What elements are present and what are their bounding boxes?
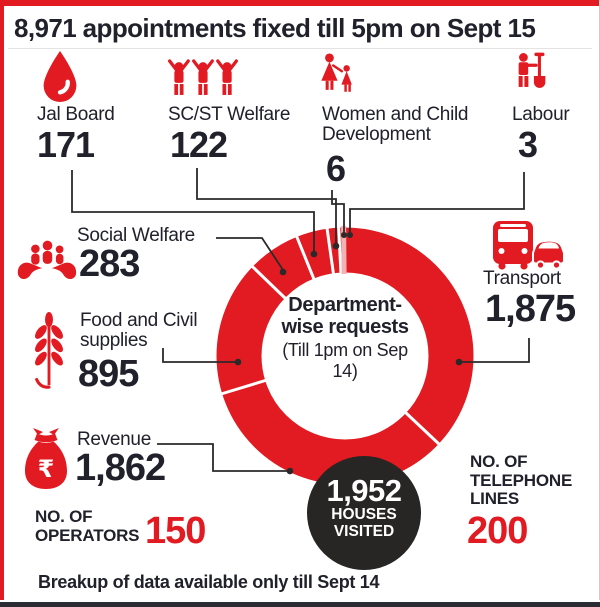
social-welfare-label: Social Welfare — [77, 225, 195, 246]
scst-welfare-value: 122 — [170, 124, 228, 165]
people-cheering-icon — [168, 58, 238, 98]
labour-label: Labour — [512, 104, 570, 125]
worker-shovel-icon — [512, 52, 552, 100]
hands-people-icon — [16, 240, 78, 283]
money-bag-icon: ₹ — [20, 426, 72, 494]
scst-connector — [196, 168, 337, 244]
food-civil-value: 895 — [78, 353, 139, 395]
food-civil-label: Food and Civil supplies — [80, 310, 198, 351]
donut-segment-dividers — [220, 226, 442, 447]
wcd-label: Women and Child Development — [322, 104, 469, 145]
water-drop-icon — [38, 50, 82, 102]
page-title: 8,971 appointments fixed till 5pm on Sep… — [14, 13, 536, 43]
top-border — [0, 0, 600, 6]
social-welfare-value: 283 — [79, 243, 140, 285]
jal-board-label: Jal Board — [37, 104, 115, 125]
operators-label: NO. OF OPERATORS — [35, 507, 140, 545]
donut-title: Department-wise requests — [281, 294, 409, 338]
social-welfare-connector — [216, 237, 284, 271]
left-border — [0, 0, 4, 600]
revenue-label: Revenue — [77, 429, 151, 450]
houses-visited-value: 1,952 — [326, 473, 402, 508]
labour-connector — [349, 172, 525, 233]
revenue-value: 1,862 — [75, 447, 166, 489]
transport-value: 1,875 — [485, 288, 576, 330]
telephone-lines-value: 200 — [467, 510, 528, 552]
jal-board-value: 171 — [37, 124, 95, 165]
wcd-value: 6 — [326, 148, 346, 189]
food-civil-connector — [162, 348, 236, 363]
jal-board-connector — [71, 170, 315, 252]
footnote: Breakup of data available only till Sept… — [38, 572, 380, 592]
woman-child-icon — [318, 52, 360, 100]
connector-dots — [234, 232, 463, 475]
wcd-connector — [331, 190, 345, 233]
revenue-connector — [157, 443, 288, 472]
title-divider — [8, 48, 592, 49]
labour-value: 3 — [518, 124, 538, 165]
transport-label: Transport — [483, 268, 561, 289]
houses-visited-badge: 1,952 HOUSES VISITED — [307, 456, 421, 570]
bottom-border — [0, 602, 600, 607]
rupee-icon: ₹ — [38, 455, 55, 483]
transport-connector — [461, 338, 530, 363]
connector-lines — [71, 168, 530, 472]
bus-car-icon — [492, 220, 564, 270]
scst-welfare-label: SC/ST Welfare — [168, 104, 291, 125]
donut-center-label: Department-wise requests (Till 1pm on Se… — [273, 294, 417, 382]
operators-value: 150 — [145, 510, 206, 552]
telephone-lines-label: NO. OF TELEPHONE LINES — [470, 452, 573, 508]
wheat-icon — [30, 310, 68, 392]
donut-note: (Till 1pm on Sep 14) — [282, 340, 408, 381]
